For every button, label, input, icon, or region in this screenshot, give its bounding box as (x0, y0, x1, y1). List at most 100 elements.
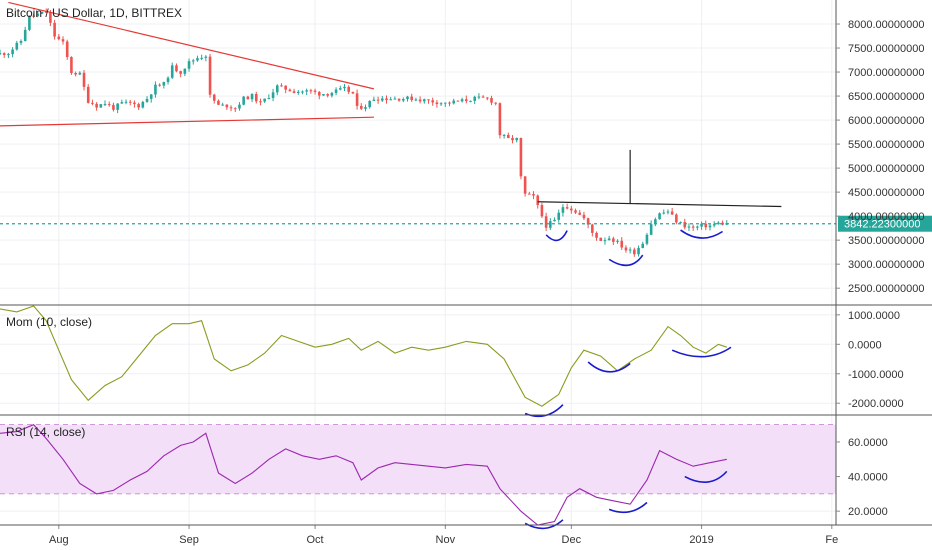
rsi-line (0, 424, 727, 526)
candle-body (578, 212, 582, 215)
candle-body (561, 207, 565, 213)
candle-body (595, 232, 598, 238)
candle-body (502, 134, 506, 136)
candle-body (179, 71, 182, 74)
candle-body (65, 41, 69, 58)
candle-body (61, 39, 65, 42)
x-tick-label: Oct (307, 534, 324, 546)
neckline (537, 201, 782, 208)
candle-body (439, 103, 443, 105)
candle-body (107, 104, 111, 106)
candle-body (565, 207, 569, 209)
candle-body (641, 243, 645, 249)
candle-body (116, 103, 119, 110)
candle-body (528, 193, 531, 195)
candle-body (490, 97, 493, 103)
candle-body (204, 56, 208, 58)
candle-body (708, 225, 712, 228)
x-tick-label: Aug (49, 534, 69, 546)
candle-body (343, 86, 346, 89)
candle-body (187, 61, 191, 69)
candle-body (250, 94, 254, 100)
candle-body (465, 99, 468, 102)
candle-body (301, 91, 304, 93)
candle-body (658, 213, 661, 220)
candle-body (162, 81, 166, 86)
candle-body (582, 214, 586, 219)
x-tick-label: Nov (436, 534, 456, 546)
candle-body (544, 216, 548, 228)
candle-body (317, 91, 321, 96)
price-y-tick-label: 6000.00000000 (848, 115, 924, 127)
candle-body (99, 104, 103, 108)
candle-body (7, 54, 10, 56)
hand-drawn-curve (545, 230, 568, 242)
candles (0, 8, 729, 257)
candle-body (103, 104, 107, 106)
candle-body (19, 41, 23, 43)
price-y-tick-label: 6500.00000000 (848, 91, 924, 103)
candle-body (82, 72, 86, 87)
candle-body (2, 53, 6, 56)
candle-body (380, 98, 384, 101)
momentum-y-tick-label: -2000.0000 (848, 398, 904, 410)
candle-body (612, 238, 615, 242)
candle-body (259, 101, 262, 103)
wedge-upper-line (8, 1, 375, 90)
chart-title: Bitcoin / US Dollar, 1D, BITTREX (6, 6, 182, 20)
candle-body (498, 103, 502, 136)
price-y-tick-label: 3000.00000000 (848, 259, 924, 271)
candle-body (191, 60, 195, 62)
candle-body (700, 223, 703, 227)
candle-body (284, 85, 287, 90)
candle-body (704, 223, 708, 228)
candle-body (145, 98, 149, 102)
candle-body (246, 96, 250, 100)
candle-body (36, 13, 40, 16)
candle-body (603, 240, 607, 242)
candle-body (557, 212, 561, 220)
candle-body (238, 104, 241, 109)
candle-body (691, 226, 695, 228)
candle-body (460, 99, 464, 102)
price-y-tick-label: 5500.00000000 (848, 139, 924, 151)
rsi-y-tick-label: 60.0000 (848, 437, 888, 449)
rsi-y-tick-label: 40.0000 (848, 472, 888, 484)
candle-body (166, 77, 170, 82)
rsi-y-tick-label: 20.0000 (848, 506, 888, 518)
candle-body (637, 248, 640, 255)
candle-body (666, 211, 670, 213)
candle-body (112, 104, 115, 110)
momentum-title: Mom (10, close) (6, 315, 92, 329)
last-price-label: 3842.22300000 (844, 219, 920, 231)
candle-body (175, 65, 178, 72)
wedge-lower-line (0, 116, 374, 127)
candle-body (532, 194, 535, 196)
candle-body (620, 240, 624, 248)
rsi-panel[interactable] (0, 424, 836, 530)
candle-body (183, 68, 187, 74)
candle-body (280, 85, 283, 87)
candle-body (296, 91, 300, 93)
candle-body (406, 96, 409, 100)
candle-body (519, 137, 523, 177)
last-price-badge (838, 215, 932, 232)
candle-body (170, 65, 174, 78)
candle-body (347, 86, 350, 92)
candle-body (221, 104, 224, 106)
candle-body (368, 100, 371, 108)
candle-body (536, 195, 540, 205)
candle-body (137, 104, 140, 108)
candle-body (494, 102, 498, 104)
candle-body (11, 49, 14, 55)
candle-body (372, 99, 376, 101)
hand-drawn-curve (671, 346, 732, 358)
candle-body (481, 96, 485, 98)
candle-body (540, 204, 544, 217)
candle-body (570, 208, 573, 211)
candle-body (393, 98, 397, 100)
candle-body (515, 137, 519, 141)
candle-body (607, 238, 611, 241)
price-panel[interactable]: 3842.22300000 (0, 1, 932, 267)
